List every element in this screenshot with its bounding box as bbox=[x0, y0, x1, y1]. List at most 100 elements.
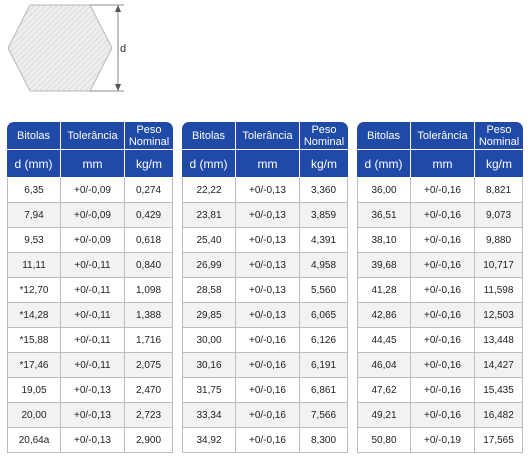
cell-tolerance: +0/-0,16 bbox=[236, 328, 300, 353]
cell-diameter: *14,28 bbox=[7, 303, 61, 328]
header-tolerancia: Tolerância bbox=[236, 122, 300, 150]
cell-tolerance: +0/-0,13 bbox=[61, 378, 125, 403]
header-tolerancia: Tolerância bbox=[411, 122, 475, 150]
cell-tolerance: +0/-0,11 bbox=[61, 303, 125, 328]
unit-diameter: d (mm) bbox=[182, 150, 236, 178]
cell-diameter: 47,62 bbox=[357, 378, 411, 403]
table-row: 7,94 +0/-0,09 0,429 bbox=[7, 203, 173, 228]
cell-weight: 13,448 bbox=[475, 328, 523, 353]
cell-tolerance: +0/-0,16 bbox=[411, 203, 475, 228]
cell-tolerance: +0/-0,19 bbox=[411, 428, 475, 453]
cell-diameter: 34,92 bbox=[182, 428, 236, 453]
cell-diameter: 36,00 bbox=[357, 178, 411, 203]
cell-tolerance: +0/-0,13 bbox=[61, 428, 125, 453]
arrow-up-icon bbox=[115, 5, 121, 12]
table-row: 33,34 +0/-0,16 7,566 bbox=[182, 403, 348, 428]
cell-diameter: 36,51 bbox=[357, 203, 411, 228]
cell-diameter: *17,46 bbox=[7, 353, 61, 378]
cell-weight: 3,859 bbox=[300, 203, 348, 228]
cell-weight: 8,300 bbox=[300, 428, 348, 453]
cell-weight: 5,560 bbox=[300, 278, 348, 303]
cell-weight: 17,565 bbox=[475, 428, 523, 453]
table-row: 42,86 +0/-0,16 12,503 bbox=[357, 303, 523, 328]
cell-diameter: 39,68 bbox=[357, 253, 411, 278]
table-row: 34,92 +0/-0,16 8,300 bbox=[182, 428, 348, 453]
unit-weight: kg/m bbox=[300, 150, 348, 178]
cell-diameter: 42,86 bbox=[357, 303, 411, 328]
cell-tolerance: +0/-0,16 bbox=[411, 228, 475, 253]
table-row: 9,53 +0/-0,09 0,618 bbox=[7, 228, 173, 253]
cell-weight: 2,900 bbox=[125, 428, 173, 453]
header-peso-nominal: Peso Nominal bbox=[475, 122, 523, 150]
table-row: 26,99 +0/-0,13 4,958 bbox=[182, 253, 348, 278]
header-nominal: Nominal bbox=[128, 135, 170, 148]
unit-weight: kg/m bbox=[125, 150, 173, 178]
cell-tolerance: +0/-0,16 bbox=[236, 428, 300, 453]
cell-weight: 10,717 bbox=[475, 253, 523, 278]
cell-tolerance: +0/-0,13 bbox=[236, 278, 300, 303]
cell-diameter: 6,35 bbox=[7, 178, 61, 203]
cell-diameter: 46,04 bbox=[357, 353, 411, 378]
specs-table: Bitolas Tolerância Peso Nominal d (mm) mm kg/m… bbox=[182, 122, 348, 453]
header-nominal: Nominal bbox=[478, 135, 520, 148]
cell-weight: 0,429 bbox=[125, 203, 173, 228]
cell-tolerance: +0/-0,16 bbox=[236, 378, 300, 403]
cell-diameter: 25,40 bbox=[182, 228, 236, 253]
cell-weight: 6,065 bbox=[300, 303, 348, 328]
cell-diameter: 29,85 bbox=[182, 303, 236, 328]
header-bitolas: Bitolas bbox=[357, 122, 411, 150]
specs-table-2: Bitolas Tolerância Peso Nominal d (mm) mm kg/m… bbox=[182, 122, 348, 453]
cell-diameter: 23,81 bbox=[182, 203, 236, 228]
cell-weight: 1,716 bbox=[125, 328, 173, 353]
header-peso: Peso bbox=[311, 123, 337, 136]
table-row: 6,35 +0/-0,09 0,274 bbox=[7, 178, 173, 203]
cell-diameter: 26,99 bbox=[182, 253, 236, 278]
cell-tolerance: +0/-0,16 bbox=[236, 353, 300, 378]
header-tolerancia: Tolerância bbox=[61, 122, 125, 150]
specs-table-1: Bitolas Tolerância Peso Nominal d (mm) mm kg/m… bbox=[7, 122, 173, 453]
table-row: 38,10 +0/-0,16 9,880 bbox=[357, 228, 523, 253]
cell-weight: 9,073 bbox=[475, 203, 523, 228]
cell-weight: 1,388 bbox=[125, 303, 173, 328]
cell-weight: 6,126 bbox=[300, 328, 348, 353]
cell-tolerance: +0/-0,16 bbox=[411, 328, 475, 353]
cell-diameter: 38,10 bbox=[357, 228, 411, 253]
cell-tolerance: +0/-0,09 bbox=[61, 178, 125, 203]
cell-tolerance: +0/-0,13 bbox=[236, 253, 300, 278]
cell-diameter: 9,53 bbox=[7, 228, 61, 253]
cell-tolerance: +0/-0,09 bbox=[61, 228, 125, 253]
header-peso-nominal: Peso Nominal bbox=[125, 122, 173, 150]
cell-weight: 8,821 bbox=[475, 178, 523, 203]
cell-tolerance: +0/-0,13 bbox=[236, 178, 300, 203]
table-row: 47,62 +0/-0,16 15,435 bbox=[357, 378, 523, 403]
cell-weight: 11,598 bbox=[475, 278, 523, 303]
cell-tolerance: +0/-0,16 bbox=[411, 403, 475, 428]
cell-weight: 4,958 bbox=[300, 253, 348, 278]
unit-diameter: d (mm) bbox=[357, 150, 411, 178]
table-row: 29,85 +0/-0,13 6,065 bbox=[182, 303, 348, 328]
cell-diameter: 50,80 bbox=[357, 428, 411, 453]
header-peso-nominal: Peso Nominal bbox=[300, 122, 348, 150]
table-row: *15,88 +0/-0,11 1,716 bbox=[7, 328, 173, 353]
hexagon-shape bbox=[7, 4, 113, 92]
unit-diameter: d (mm) bbox=[7, 150, 61, 178]
table-row: 25,40 +0/-0,13 4,391 bbox=[182, 228, 348, 253]
cell-tolerance: +0/-0,16 bbox=[411, 253, 475, 278]
hexagon-bar-diagram: d bbox=[0, 0, 140, 100]
unit-weight: kg/m bbox=[475, 150, 523, 178]
table-row: 49,21 +0/-0,16 16,482 bbox=[357, 403, 523, 428]
cell-tolerance: +0/-0,11 bbox=[61, 253, 125, 278]
table-row: 30,00 +0/-0,16 6,126 bbox=[182, 328, 348, 353]
header-peso: Peso bbox=[136, 123, 162, 136]
dimension-label: d bbox=[120, 43, 126, 55]
cell-tolerance: +0/-0,11 bbox=[61, 278, 125, 303]
table-row: *12,70 +0/-0,11 1,098 bbox=[7, 278, 173, 303]
table-row: 22,22 +0/-0,13 3,360 bbox=[182, 178, 348, 203]
cell-tolerance: +0/-0,09 bbox=[61, 203, 125, 228]
table-row: 36,51 +0/-0,16 9,073 bbox=[357, 203, 523, 228]
cell-weight: 7,566 bbox=[300, 403, 348, 428]
cell-diameter: 33,34 bbox=[182, 403, 236, 428]
cell-weight: 6,861 bbox=[300, 378, 348, 403]
table-row: 23,81 +0/-0,13 3,859 bbox=[182, 203, 348, 228]
cell-diameter: 7,94 bbox=[7, 203, 61, 228]
